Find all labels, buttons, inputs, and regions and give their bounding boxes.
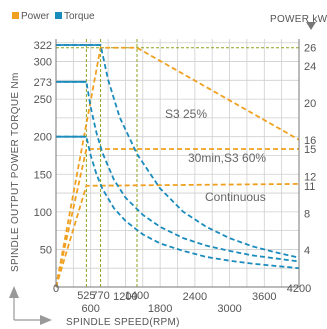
y-tick-label: 250 <box>34 94 52 106</box>
right-tick-label: 24 <box>304 61 316 73</box>
y-axis-title: SPINDLE OUTPUT POWER TORQUE Nm <box>10 72 21 272</box>
right-tick-label: 15 <box>304 144 316 156</box>
x-tick-label: 1200 <box>113 291 137 303</box>
legend-label-torque: Torque <box>64 11 95 22</box>
y-tick-label: 150 <box>34 169 52 181</box>
x-tick-label: 2400 <box>183 291 207 303</box>
axes <box>55 39 300 288</box>
x-tick-label: 3000 <box>217 303 241 315</box>
power-line-1 <box>55 148 299 288</box>
y-tick-label: 200 <box>34 132 52 144</box>
x-tick-label: 0 <box>53 283 59 295</box>
legend-label-power: Power <box>21 11 50 22</box>
torque-line-0 <box>56 44 300 259</box>
region-label-s3-60: 30min,S3 60% <box>188 151 266 165</box>
guide-lines <box>56 39 299 287</box>
y-tick-label: 100 <box>34 207 52 219</box>
y-tick-label: 50 <box>40 244 52 256</box>
torque-line-1 <box>56 80 300 263</box>
power-line-2 <box>55 183 300 288</box>
right-tick-label: 16 <box>304 135 316 147</box>
right-tick-label: 8 <box>304 208 310 220</box>
y-tick-label: 322 <box>34 40 52 52</box>
x-tick-label: 525 <box>77 290 95 302</box>
right-axis-title: POWER kW <box>270 14 327 25</box>
legend-swatch-power <box>12 12 19 19</box>
torque-line-2 <box>56 135 300 270</box>
y-tick-label: 273 <box>34 77 52 89</box>
x-tick-label: 770 <box>91 290 109 302</box>
right-tick-label: 20 <box>304 98 316 110</box>
power-line-0 <box>55 46 300 288</box>
x-tick-label: 1400 <box>125 290 149 302</box>
right-tick-label: 12 <box>304 172 316 184</box>
x-axis-title: SPINDLE SPEED(RPM) <box>66 317 180 328</box>
x-tick-label: 4200 <box>287 283 311 295</box>
x-tick-label: 3600 <box>252 291 276 303</box>
legend-swatch-torque <box>55 12 62 19</box>
right-tick-label: 11 <box>304 181 315 193</box>
region-label-s3-25: S3 25% <box>165 107 207 121</box>
grid <box>56 39 299 287</box>
series-lines <box>55 44 300 288</box>
y-tick-label: 300 <box>34 57 52 69</box>
right-tick-label: 26 <box>304 43 316 55</box>
x-tick-label: 600 <box>82 303 100 315</box>
right-tick-label: 4 <box>304 245 310 257</box>
x-tick-label: 1800 <box>148 303 172 315</box>
region-label-continuous: Continuous <box>205 190 266 204</box>
axis-arrows <box>9 22 316 325</box>
legend: Power Torque <box>12 11 95 22</box>
